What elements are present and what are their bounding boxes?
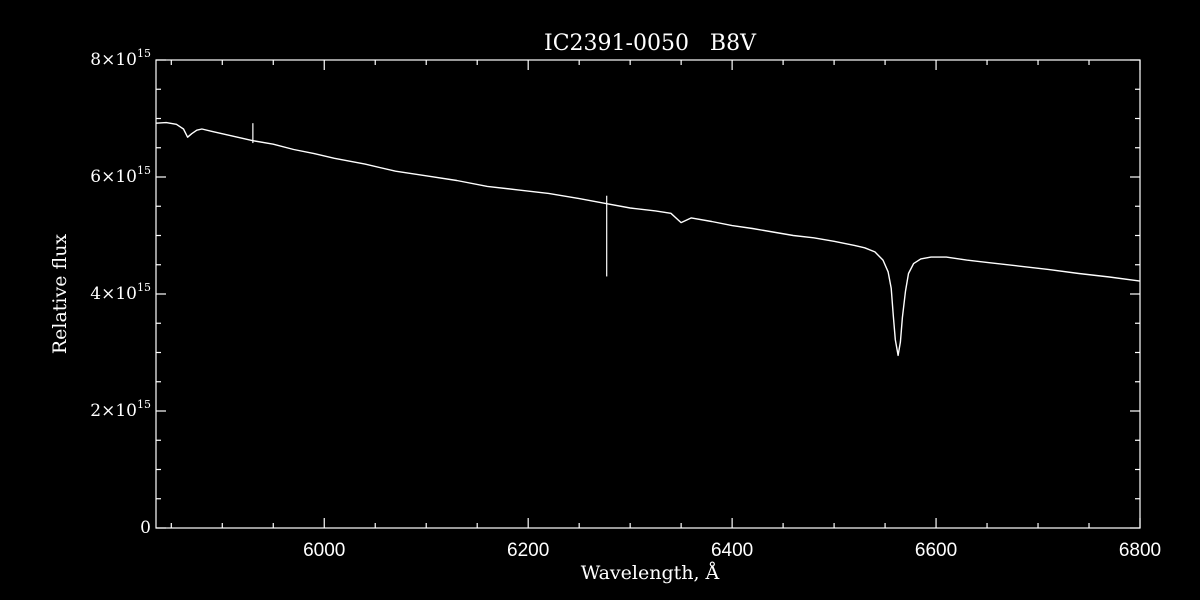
- x-tick-labels: 6000 6200 6400 6600 6800: [303, 540, 1161, 561]
- x-axis-label: Wavelength, Å: [581, 562, 720, 584]
- axis-ticks: [156, 59, 1141, 529]
- y-tick-labels: 0 2×1015 4×1015 6×1015 8×1015: [90, 47, 151, 538]
- x-tick-label: 6600: [915, 540, 957, 561]
- x-tick-label: 6400: [711, 540, 753, 561]
- y-tick-label: 0: [140, 518, 151, 538]
- spectrum-spikes: [252, 123, 608, 277]
- x-tick-label: 6200: [507, 540, 549, 561]
- y-tick-label: 2×1015: [90, 398, 151, 421]
- spectrum-line: [155, 121, 1141, 357]
- chart-title: IC2391-0050 B8V: [544, 31, 757, 56]
- y-tick-label: 4×1015: [90, 281, 151, 304]
- y-tick-label: 8×1015: [90, 47, 151, 70]
- y-axis-label: Relative flux: [49, 234, 71, 355]
- x-tick-label: 6000: [303, 540, 345, 561]
- x-tick-label: 6800: [1119, 540, 1161, 561]
- y-tick-label: 6×1015: [90, 164, 151, 187]
